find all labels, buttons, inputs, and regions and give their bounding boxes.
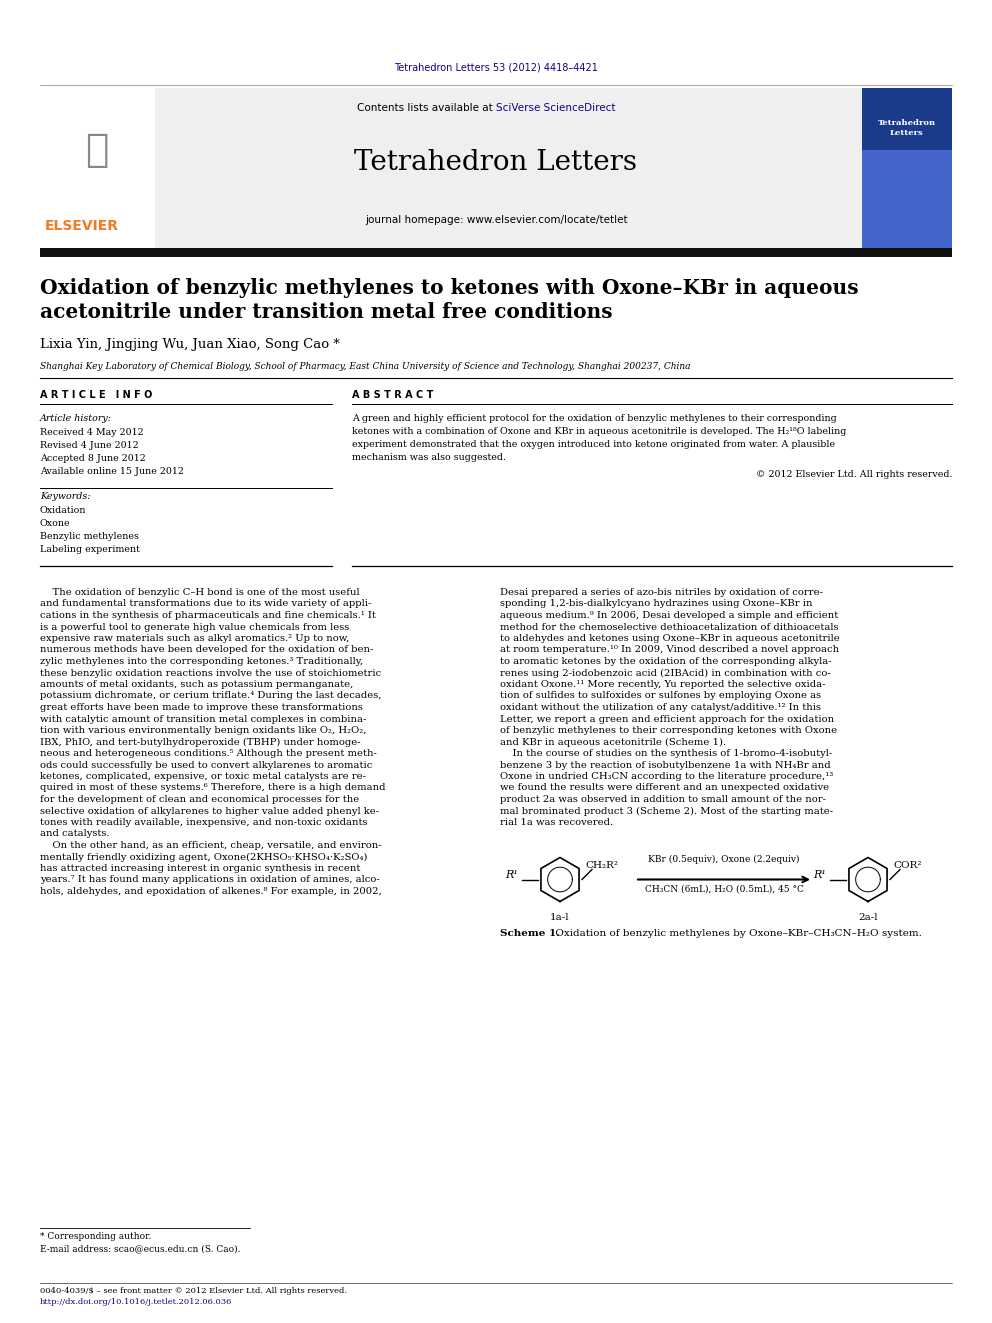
Text: 2a-l: 2a-l [858, 913, 878, 922]
Text: for the development of clean and economical processes for the: for the development of clean and economi… [40, 795, 359, 804]
Text: Revised 4 June 2012: Revised 4 June 2012 [40, 441, 139, 450]
Text: Oxone: Oxone [40, 519, 70, 528]
Text: Accepted 8 June 2012: Accepted 8 June 2012 [40, 454, 146, 463]
Text: tones with readily available, inexpensive, and non-toxic oxidants: tones with readily available, inexpensiv… [40, 818, 367, 827]
Text: COR²: COR² [893, 861, 922, 871]
Text: The oxidation of benzylic C–H bond is one of the most useful: The oxidation of benzylic C–H bond is on… [40, 587, 360, 597]
Text: ketones, complicated, expensive, or toxic metal catalysts are re-: ketones, complicated, expensive, or toxi… [40, 773, 366, 781]
Text: and fundamental transformations due to its wide variety of appli-: and fundamental transformations due to i… [40, 599, 371, 609]
Text: method for the chemoselective dethioacetalization of dithioacetals: method for the chemoselective dethioacet… [500, 623, 838, 631]
Text: Oxidation of benzylic methylenes to ketones with Oxone–KBr in aqueous: Oxidation of benzylic methylenes to keto… [40, 278, 859, 298]
Text: these benzylic oxidation reactions involve the use of stoichiometric: these benzylic oxidation reactions invol… [40, 668, 381, 677]
Text: Letter, we report a green and efficient approach for the oxidation: Letter, we report a green and efficient … [500, 714, 834, 724]
Text: * Corresponding author.: * Corresponding author. [40, 1232, 152, 1241]
Text: and KBr in aqueous acetonitrile (Scheme 1).: and KBr in aqueous acetonitrile (Scheme … [500, 737, 726, 746]
Text: of benzylic methylenes to their corresponding ketones with Oxone: of benzylic methylenes to their correspo… [500, 726, 837, 736]
Text: great efforts have been made to improve these transformations: great efforts have been made to improve … [40, 703, 363, 712]
Text: Shanghai Key Laboratory of Chemical Biology, School of Pharmacy, East China Univ: Shanghai Key Laboratory of Chemical Biol… [40, 363, 690, 370]
Text: years.⁷ It has found many applications in oxidation of amines, alco-: years.⁷ It has found many applications i… [40, 876, 380, 885]
Text: oxidant Oxone.¹¹ More recently, Yu reported the selective oxida-: oxidant Oxone.¹¹ More recently, Yu repor… [500, 680, 825, 689]
Bar [40, 247, 952, 257]
Text: to aldehydes and ketones using Oxone–KBr in aqueous acetonitrile: to aldehydes and ketones using Oxone–KBr… [500, 634, 840, 643]
Text: 🌳: 🌳 [85, 131, 109, 169]
Text: Benzylic methylenes: Benzylic methylenes [40, 532, 139, 541]
Text: aqueous medium.⁹ In 2006, Desai developed a simple and efficient: aqueous medium.⁹ In 2006, Desai develope… [500, 611, 838, 620]
Text: Tetrahedron
Letters: Tetrahedron Letters [878, 119, 936, 136]
Text: we found the results were different and an unexpected oxidative: we found the results were different and … [500, 783, 829, 792]
Text: R¹: R¹ [813, 869, 826, 880]
Text: Scheme 1.: Scheme 1. [500, 930, 560, 938]
Text: expensive raw materials such as alkyl aromatics.² Up to now,: expensive raw materials such as alkyl ar… [40, 634, 349, 643]
Text: hols, aldehydes, and epoxidation of alkenes.⁸ For example, in 2002,: hols, aldehydes, and epoxidation of alke… [40, 886, 382, 896]
Bar [862, 149, 952, 247]
Text: CH₂R²: CH₂R² [585, 861, 618, 871]
Text: potassium dichromate, or cerium triflate.⁴ During the last decades,: potassium dichromate, or cerium triflate… [40, 692, 382, 700]
Text: ods could successfully be used to convert alkylarenes to aromatic: ods could successfully be used to conver… [40, 761, 372, 770]
Text: A R T I C L E   I N F O: A R T I C L E I N F O [40, 390, 153, 400]
Bar [40, 89, 155, 247]
Text: IBX, PhIO, and tert-butylhydroperoxide (TBHP) under homoge-: IBX, PhIO, and tert-butylhydroperoxide (… [40, 737, 361, 746]
Text: R¹: R¹ [505, 869, 518, 880]
Text: zylic methylenes into the corresponding ketones.³ Traditionally,: zylic methylenes into the corresponding … [40, 658, 363, 665]
Text: rial 1a was recovered.: rial 1a was recovered. [500, 818, 613, 827]
Text: and catalysts.: and catalysts. [40, 830, 109, 839]
Text: tion with various environmentally benign oxidants like O₂, H₂O₂,: tion with various environmentally benign… [40, 726, 366, 736]
Text: selective oxidation of alkylarenes to higher value added phenyl ke-: selective oxidation of alkylarenes to hi… [40, 807, 379, 815]
Text: Article history:: Article history: [40, 414, 112, 423]
Text: In the course of studies on the synthesis of 1-bromo-4-isobutyl-: In the course of studies on the synthesi… [500, 749, 832, 758]
Text: On the other hand, as an efficient, cheap, versatile, and environ-: On the other hand, as an efficient, chea… [40, 841, 382, 849]
Text: Tetrahedron Letters: Tetrahedron Letters [354, 149, 638, 176]
Text: © 2012 Elsevier Ltd. All rights reserved.: © 2012 Elsevier Ltd. All rights reserved… [756, 470, 952, 479]
Text: has attracted increasing interest in organic synthesis in recent: has attracted increasing interest in org… [40, 864, 360, 873]
Text: oxidant without the utilization of any catalyst/additive.¹² In this: oxidant without the utilization of any c… [500, 703, 821, 712]
Text: neous and heterogeneous conditions.⁵ Although the present meth-: neous and heterogeneous conditions.⁵ Alt… [40, 749, 377, 758]
Text: ELSEVIER: ELSEVIER [45, 220, 119, 233]
Text: Lixia Yin, Jingjing Wu, Juan Xiao, Song Cao *: Lixia Yin, Jingjing Wu, Juan Xiao, Song … [40, 337, 340, 351]
Bar [862, 89, 952, 247]
Text: Tetrahedron Letters 53 (2012) 4418–4421: Tetrahedron Letters 53 (2012) 4418–4421 [394, 64, 598, 73]
Text: Received 4 May 2012: Received 4 May 2012 [40, 429, 144, 437]
Text: KBr (0.5equiv), Oxone (2.2equiv): KBr (0.5equiv), Oxone (2.2equiv) [648, 856, 800, 864]
Text: cations in the synthesis of pharmaceuticals and fine chemicals.¹ It: cations in the synthesis of pharmaceutic… [40, 611, 376, 620]
Text: mentally friendly oxidizing agent, Oxone(2KHSO₅·KHSO₄·K₂SO₄): mentally friendly oxidizing agent, Oxone… [40, 852, 367, 861]
Text: quired in most of these systems.⁶ Therefore, there is a high demand: quired in most of these systems.⁶ Theref… [40, 783, 386, 792]
Text: numerous methods have been developed for the oxidation of ben-: numerous methods have been developed for… [40, 646, 373, 655]
Text: Desai prepared a series of azo-bis nitriles by oxidation of corre-: Desai prepared a series of azo-bis nitri… [500, 587, 823, 597]
Text: journal homepage: www.elsevier.com/locate/tetlet: journal homepage: www.elsevier.com/locat… [365, 216, 627, 225]
Text: 0040-4039/$ – see front matter © 2012 Elsevier Ltd. All rights reserved.: 0040-4039/$ – see front matter © 2012 El… [40, 1287, 347, 1295]
Text: ketones with a combination of Oxone and KBr in aqueous acetonitrile is developed: ketones with a combination of Oxone and … [352, 427, 846, 437]
Text: product 2a was observed in addition to small amount of the nor-: product 2a was observed in addition to s… [500, 795, 826, 804]
Text: mal brominated product 3 (Scheme 2). Most of the starting mate-: mal brominated product 3 (Scheme 2). Mos… [500, 807, 833, 815]
Text: with catalytic amount of transition metal complexes in combina-: with catalytic amount of transition meta… [40, 714, 366, 724]
Text: acetonitrile under transition metal free conditions: acetonitrile under transition metal free… [40, 302, 613, 321]
Text: Labeling experiment: Labeling experiment [40, 545, 140, 554]
Text: Oxidation of benzylic methylenes by Oxone–KBr–CH₃CN–H₂O system.: Oxidation of benzylic methylenes by Oxon… [552, 930, 922, 938]
Text: Keywords:: Keywords: [40, 492, 90, 501]
Text: mechanism was also suggested.: mechanism was also suggested. [352, 452, 506, 462]
Text: http://dx.doi.org/10.1016/j.tetlet.2012.06.036: http://dx.doi.org/10.1016/j.tetlet.2012.… [40, 1298, 232, 1306]
Text: Oxone in undried CH₃CN according to the literature procedure,¹³: Oxone in undried CH₃CN according to the … [500, 773, 833, 781]
Text: amounts of metal oxidants, such as potassium permanganate,: amounts of metal oxidants, such as potas… [40, 680, 353, 689]
Text: experiment demonstrated that the oxygen introduced into ketone originated from w: experiment demonstrated that the oxygen … [352, 441, 835, 448]
Text: to aromatic ketones by the oxidation of the corresponding alkyla-: to aromatic ketones by the oxidation of … [500, 658, 831, 665]
Text: SciVerse ScienceDirect: SciVerse ScienceDirect [496, 103, 615, 112]
Bar [40, 89, 952, 247]
Text: benzene 3 by the reaction of isobutylbenzene 1a with NH₄Br and: benzene 3 by the reaction of isobutylben… [500, 761, 830, 770]
Text: E-mail address: scao@ecus.edu.cn (S. Cao).: E-mail address: scao@ecus.edu.cn (S. Cao… [40, 1244, 240, 1253]
Text: A B S T R A C T: A B S T R A C T [352, 390, 434, 400]
Text: 1a-l: 1a-l [551, 913, 569, 922]
Text: is a powerful tool to generate high value chemicals from less: is a powerful tool to generate high valu… [40, 623, 349, 631]
Text: Oxidation: Oxidation [40, 505, 86, 515]
Text: CH₃CN (6mL), H₂O (0.5mL), 45 °C: CH₃CN (6mL), H₂O (0.5mL), 45 °C [645, 885, 804, 893]
Text: at room temperature.¹⁰ In 2009, Vinod described a novel approach: at room temperature.¹⁰ In 2009, Vinod de… [500, 646, 839, 655]
Text: Available online 15 June 2012: Available online 15 June 2012 [40, 467, 184, 476]
Text: renes using 2-iodobenzoic acid (2IBAcid) in combination with co-: renes using 2-iodobenzoic acid (2IBAcid)… [500, 668, 830, 677]
Text: Contents lists available at: Contents lists available at [357, 103, 496, 112]
Text: A green and highly efficient protocol for the oxidation of benzylic methylenes t: A green and highly efficient protocol fo… [352, 414, 836, 423]
Text: sponding 1,2-bis-dialkylcyano hydrazines using Oxone–KBr in: sponding 1,2-bis-dialkylcyano hydrazines… [500, 599, 812, 609]
Text: tion of sulfides to sulfoxides or sulfones by employing Oxone as: tion of sulfides to sulfoxides or sulfon… [500, 692, 821, 700]
